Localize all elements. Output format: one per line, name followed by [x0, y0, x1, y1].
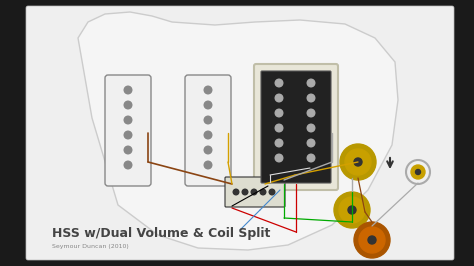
Circle shape: [204, 146, 212, 154]
FancyBboxPatch shape: [105, 75, 151, 186]
Circle shape: [354, 222, 390, 258]
Circle shape: [307, 139, 315, 147]
Circle shape: [275, 94, 283, 102]
Circle shape: [269, 189, 275, 195]
Circle shape: [368, 236, 376, 244]
Circle shape: [204, 101, 212, 109]
Circle shape: [204, 86, 212, 94]
Circle shape: [307, 94, 315, 102]
FancyBboxPatch shape: [26, 6, 454, 260]
Circle shape: [275, 124, 283, 132]
Circle shape: [348, 206, 356, 214]
Circle shape: [204, 161, 212, 169]
Circle shape: [124, 146, 132, 154]
FancyBboxPatch shape: [261, 71, 331, 183]
Circle shape: [359, 227, 385, 253]
Circle shape: [124, 116, 132, 124]
Circle shape: [307, 124, 315, 132]
Circle shape: [307, 154, 315, 162]
FancyBboxPatch shape: [254, 64, 338, 190]
Circle shape: [233, 189, 239, 195]
Text: HSS w/Dual Volume & Coil Split: HSS w/Dual Volume & Coil Split: [52, 227, 270, 240]
Circle shape: [411, 165, 425, 179]
Circle shape: [416, 169, 420, 174]
Circle shape: [204, 116, 212, 124]
Circle shape: [260, 189, 266, 195]
Circle shape: [345, 149, 371, 175]
Circle shape: [339, 197, 365, 223]
Circle shape: [124, 86, 132, 94]
Circle shape: [275, 139, 283, 147]
Circle shape: [204, 131, 212, 139]
Circle shape: [124, 101, 132, 109]
FancyBboxPatch shape: [225, 177, 285, 207]
Circle shape: [334, 192, 370, 228]
Circle shape: [354, 158, 362, 166]
Circle shape: [242, 189, 248, 195]
Circle shape: [307, 109, 315, 117]
Circle shape: [307, 79, 315, 87]
Text: Seymour Duncan (2010): Seymour Duncan (2010): [52, 244, 129, 249]
Circle shape: [251, 189, 257, 195]
Circle shape: [124, 131, 132, 139]
Polygon shape: [78, 12, 398, 250]
Circle shape: [124, 161, 132, 169]
Circle shape: [340, 144, 376, 180]
FancyBboxPatch shape: [185, 75, 231, 186]
Circle shape: [275, 154, 283, 162]
Circle shape: [275, 109, 283, 117]
Circle shape: [275, 79, 283, 87]
